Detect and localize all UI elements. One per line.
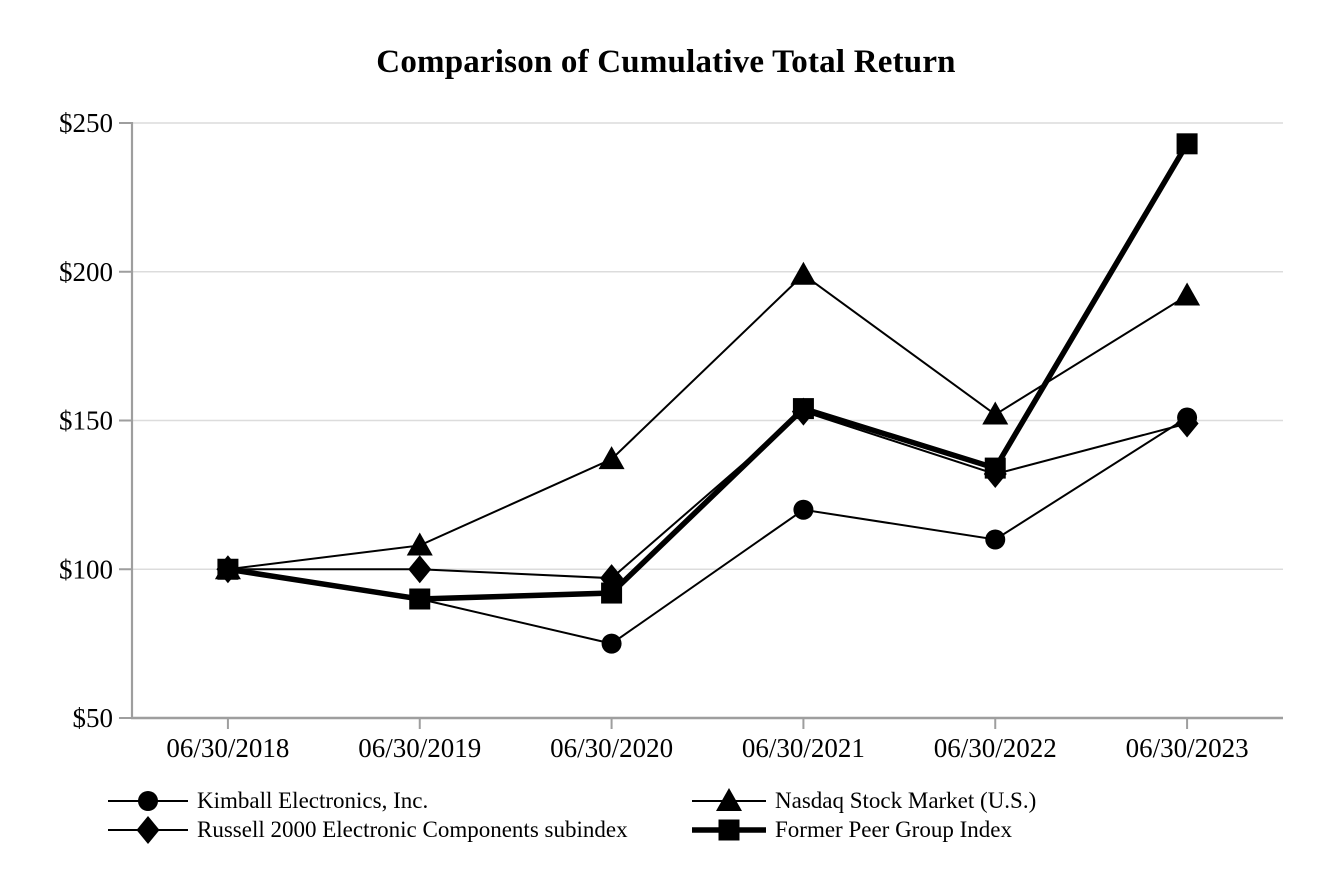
x-tick-label: 06/30/2022 — [934, 733, 1057, 763]
x-tick-label: 06/30/2019 — [358, 733, 481, 763]
legend-swatch-triangle — [692, 787, 766, 811]
chart-legend: Kimball Electronics, Inc. Russell 2000 El… — [0, 786, 1332, 850]
marker-diamond — [408, 555, 432, 584]
marker-square — [217, 558, 239, 580]
legend-swatch-circle — [108, 790, 188, 811]
legend-item: Nasdaq Stock Market (U.S.) — [692, 786, 1036, 815]
marker-circle — [985, 529, 1006, 550]
marker-diamond — [136, 815, 160, 844]
marker-square — [792, 398, 814, 420]
legend-column: Nasdaq Stock Market (U.S.) Former Peer Gr… — [692, 786, 1036, 844]
legend-label: Kimball Electronics, Inc. — [197, 787, 429, 813]
legend-swatch-diamond — [108, 815, 188, 844]
series-line-1 — [227, 273, 1188, 571]
y-tick-label: $100 — [59, 554, 113, 584]
legend-item: Kimball Electronics, Inc. — [108, 786, 628, 815]
series-line-2 — [227, 410, 1188, 580]
marker-square — [1176, 133, 1198, 155]
marker-triangle — [716, 787, 742, 811]
legend-label: Russell 2000 Electronic Components subin… — [197, 816, 628, 842]
x-tick-label: 06/30/2023 — [1126, 733, 1249, 763]
marker-circle — [793, 499, 814, 520]
x-tick-label: 06/30/2018 — [166, 733, 289, 763]
series-line-0 — [227, 416, 1188, 645]
y-tick-label: $150 — [59, 406, 113, 436]
marker-square — [409, 588, 431, 610]
marker-circle — [601, 633, 622, 654]
marker-triangle — [1174, 282, 1201, 306]
y-tick-label: $200 — [59, 257, 113, 287]
marker-square — [984, 457, 1006, 479]
marker-triangle — [406, 532, 433, 556]
y-tick-label: $50 — [73, 703, 114, 733]
legend-column: Kimball Electronics, Inc. Russell 2000 El… — [108, 786, 628, 844]
y-tick-label: $250 — [59, 108, 113, 138]
chart-title: Comparison of Cumulative Total Return — [376, 44, 956, 80]
marker-triangle — [982, 401, 1009, 425]
marker-triangle — [790, 261, 817, 285]
series-line-3 — [227, 142, 1190, 602]
marker-square — [601, 582, 623, 604]
marker-circle — [138, 790, 158, 811]
legend-label: Former Peer Group Index — [775, 816, 1012, 842]
marker-square — [718, 819, 740, 840]
x-tick-label: 06/30/2020 — [550, 733, 673, 763]
marker-triangle — [598, 446, 625, 470]
legend-item: Russell 2000 Electronic Components subin… — [108, 815, 628, 844]
marker-diamond — [1175, 409, 1199, 438]
x-tick-label: 06/30/2021 — [742, 733, 865, 763]
legend-item: Former Peer Group Index — [692, 815, 1036, 844]
legend-label: Nasdaq Stock Market (U.S.) — [775, 787, 1037, 813]
legend-swatch-square — [692, 819, 766, 840]
